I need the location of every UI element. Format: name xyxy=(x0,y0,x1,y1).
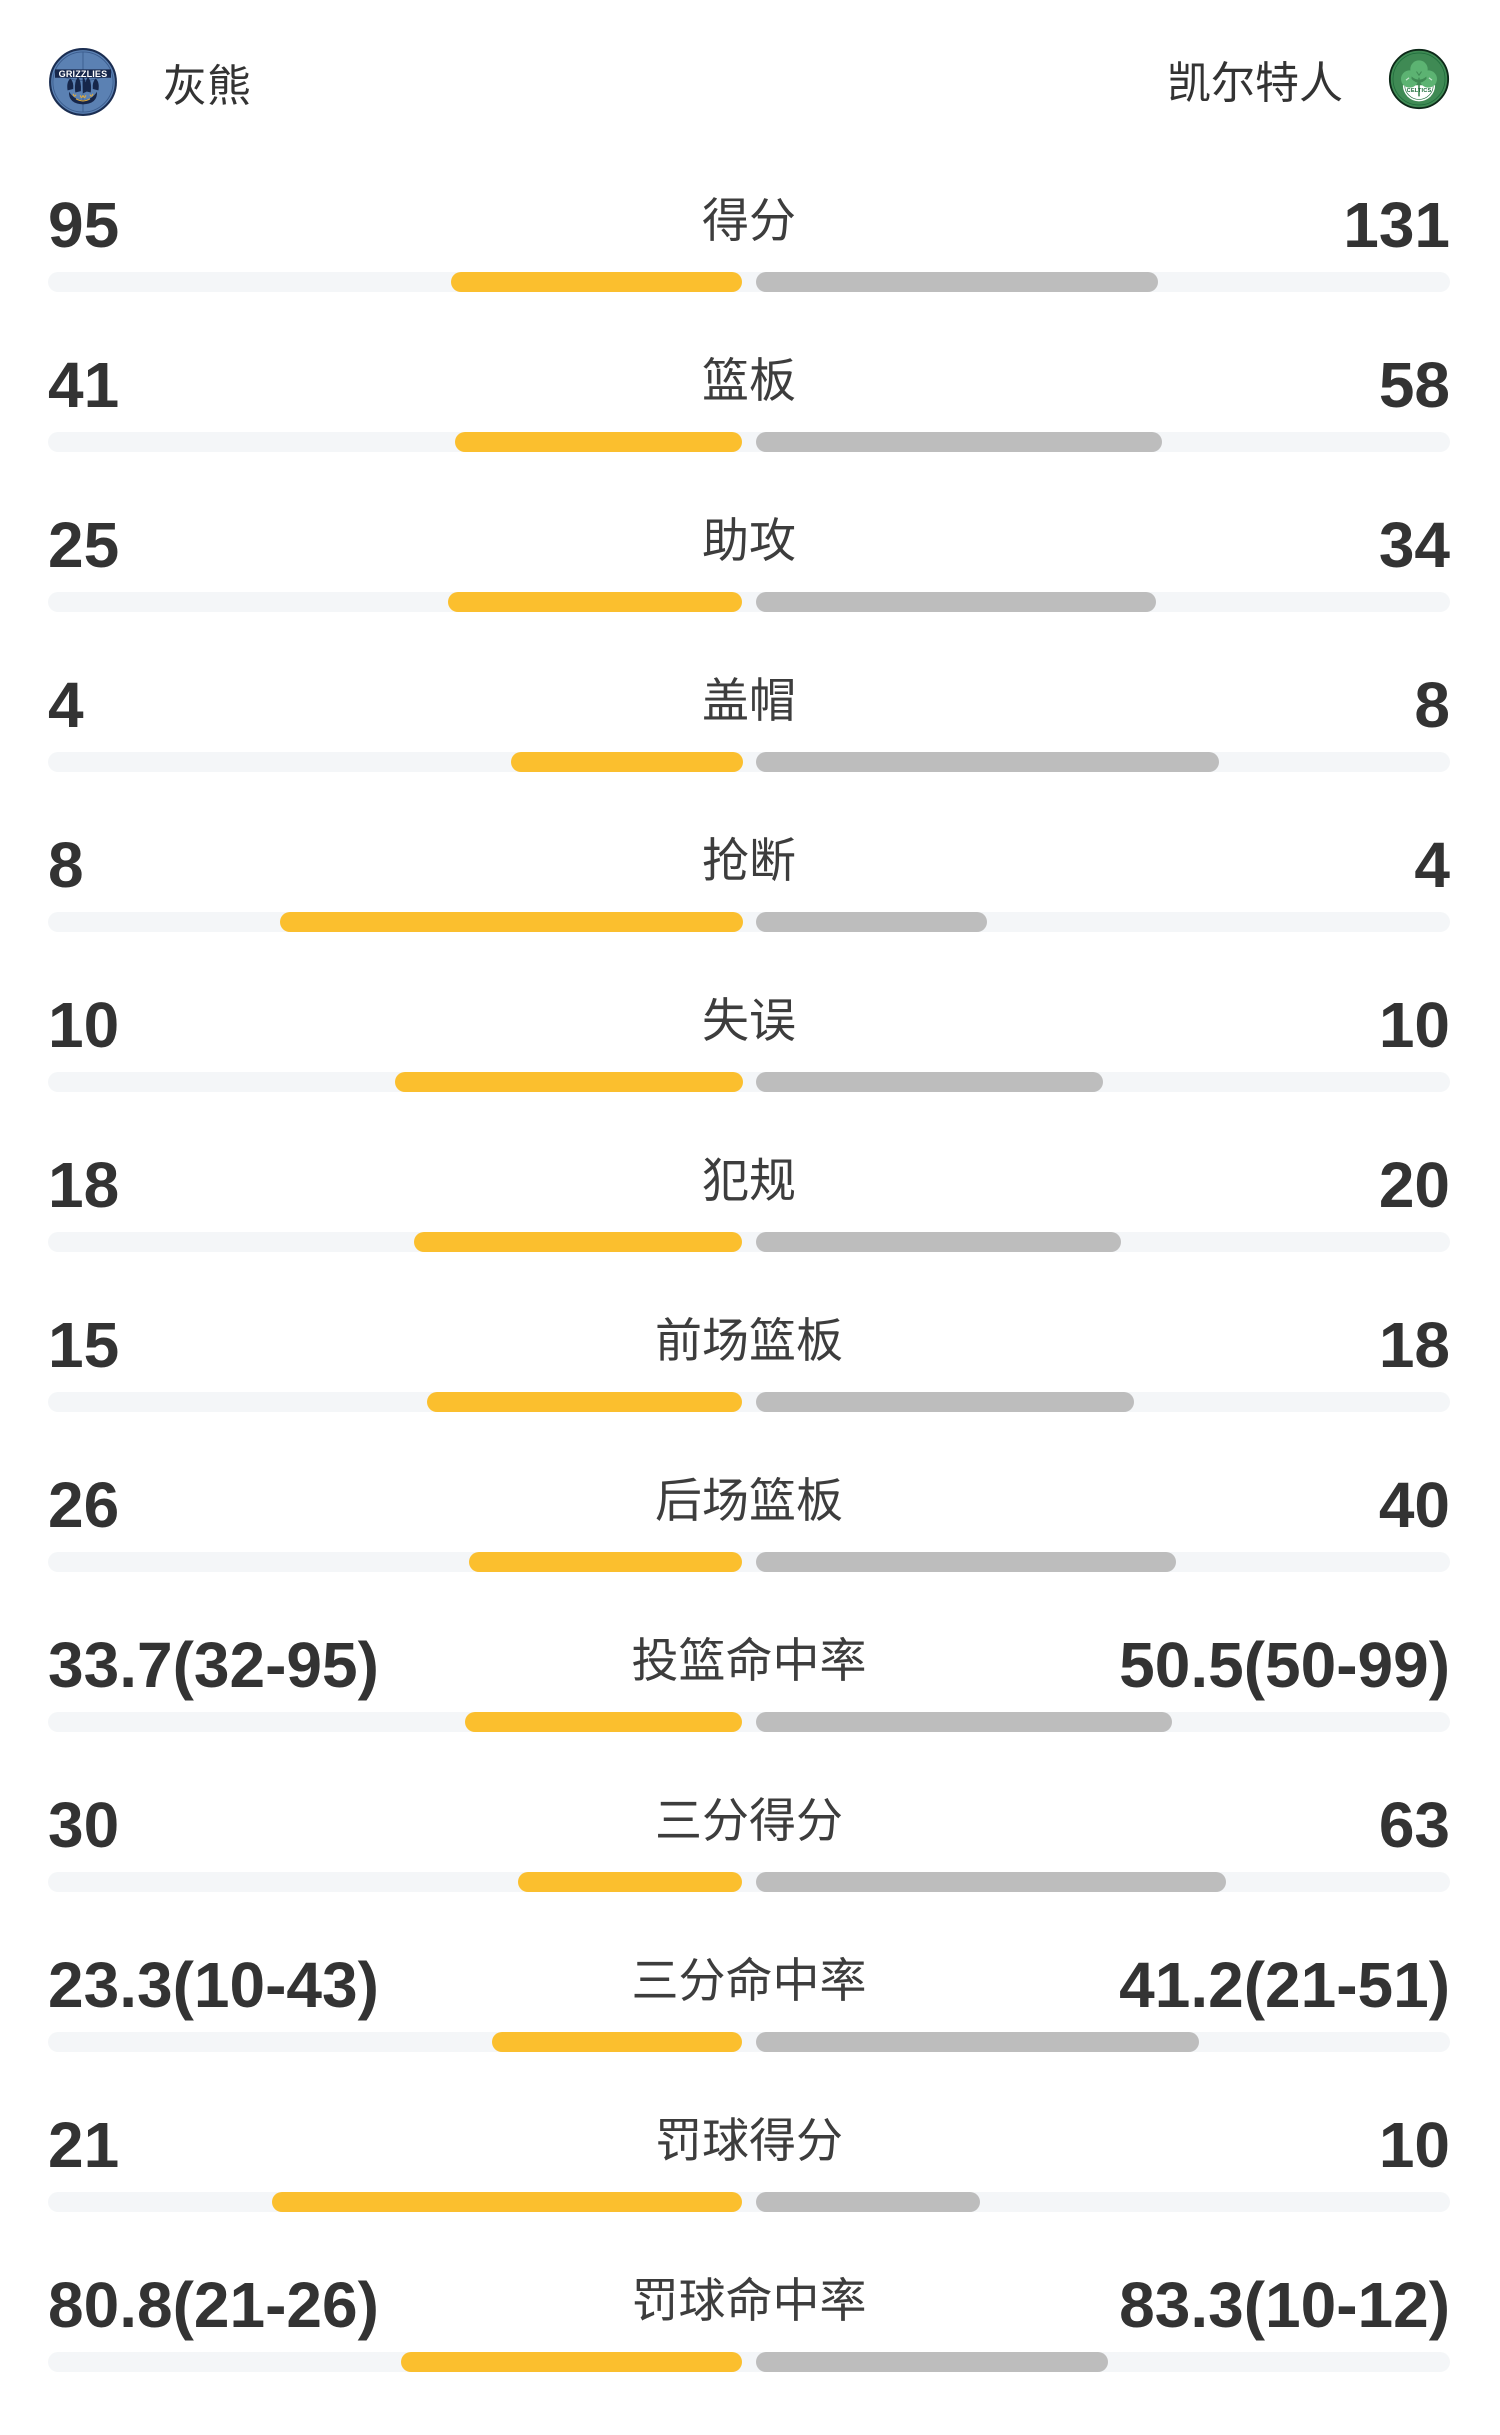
svg-text:CELTICS: CELTICS xyxy=(1407,88,1432,94)
svg-text:GRIZZLIES: GRIZZLIES xyxy=(59,69,108,79)
